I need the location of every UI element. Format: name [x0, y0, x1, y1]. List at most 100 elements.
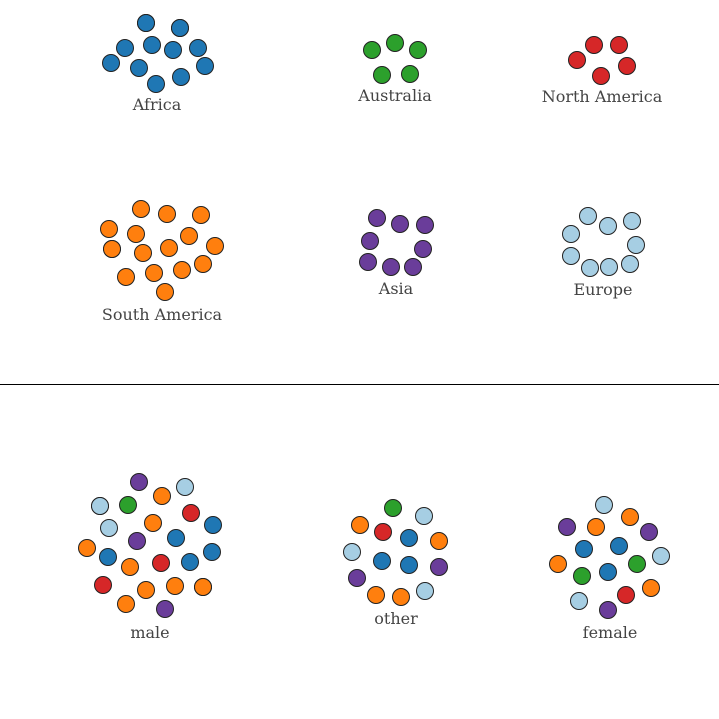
dot-north-america: [592, 67, 610, 85]
dot-africa: [373, 552, 391, 570]
dot-africa: [189, 39, 207, 57]
cluster-label: Asia: [378, 279, 414, 298]
dot-europe: [176, 478, 194, 496]
top-cluster-africa: Africa: [102, 14, 214, 114]
dot-europe: [570, 592, 588, 610]
dot-south-america: [117, 595, 135, 613]
dot-asia: [382, 258, 400, 276]
dot-asia: [128, 532, 146, 550]
dot-australia: [628, 555, 646, 573]
dot-africa: [400, 529, 418, 547]
dot-asia: [361, 232, 379, 250]
dot-north-america: [94, 576, 112, 594]
cluster-label: Australia: [357, 86, 432, 105]
dot-south-america: [134, 244, 152, 262]
dot-south-america: [392, 588, 410, 606]
dot-north-america: [617, 586, 635, 604]
top-cluster-europe: Europe: [562, 207, 645, 299]
dot-north-america: [618, 57, 636, 75]
dot-asia: [414, 240, 432, 258]
dot-south-america: [117, 268, 135, 286]
dot-africa: [171, 19, 189, 37]
dot-europe: [599, 217, 617, 235]
dot-asia: [130, 473, 148, 491]
dot-europe: [627, 236, 645, 254]
dot-asia: [416, 216, 434, 234]
dot-europe: [562, 225, 580, 243]
dot-europe: [600, 258, 618, 276]
dot-asia: [368, 209, 386, 227]
dot-africa: [204, 516, 222, 534]
dot-africa: [137, 14, 155, 32]
dot-europe: [100, 519, 118, 537]
dot-africa: [599, 563, 617, 581]
cluster-label: South America: [102, 305, 223, 324]
dot-south-america: [100, 220, 118, 238]
dot-africa: [116, 39, 134, 57]
dot-south-america: [587, 518, 605, 536]
dot-north-america: [182, 504, 200, 522]
dot-north-america: [585, 36, 603, 54]
dot-africa: [130, 59, 148, 77]
dot-africa: [400, 556, 418, 574]
dot-south-america: [642, 579, 660, 597]
dot-europe: [579, 207, 597, 225]
dot-south-america: [192, 206, 210, 224]
dot-europe: [415, 507, 433, 525]
cluster-label: female: [583, 623, 638, 642]
dot-north-america: [374, 523, 392, 541]
dot-europe: [623, 212, 641, 230]
dot-south-america: [158, 205, 176, 223]
dot-south-america: [166, 577, 184, 595]
cluster-label: other: [374, 609, 418, 628]
dot-africa: [181, 553, 199, 571]
top-cluster-north-america: North America: [542, 36, 663, 106]
bottom-cluster-female: female: [549, 496, 670, 642]
dot-africa: [172, 68, 190, 86]
dot-north-america: [152, 554, 170, 572]
dot-asia: [558, 518, 576, 536]
dot-australia: [573, 567, 591, 585]
dot-asia: [156, 600, 174, 618]
dot-europe: [595, 496, 613, 514]
dot-south-america: [156, 283, 174, 301]
dot-north-america: [568, 51, 586, 69]
dot-australia: [401, 65, 419, 83]
dot-asia: [404, 258, 422, 276]
dot-africa: [164, 41, 182, 59]
dot-australia: [363, 41, 381, 59]
dot-south-america: [173, 261, 191, 279]
dot-south-america: [127, 225, 145, 243]
dot-asia: [599, 601, 617, 619]
dot-asia: [640, 523, 658, 541]
dot-europe: [416, 582, 434, 600]
dot-asia: [348, 569, 366, 587]
cluster-label: male: [130, 623, 169, 642]
top-cluster-asia: Asia: [359, 209, 434, 298]
dot-africa: [196, 57, 214, 75]
dot-south-america: [351, 516, 369, 534]
cluster-label: Africa: [132, 95, 182, 114]
top-cluster-australia: Australia: [357, 34, 432, 105]
dot-south-america: [137, 581, 155, 599]
cluster-label: North America: [542, 87, 663, 106]
dot-south-america: [103, 240, 121, 258]
dot-south-america: [194, 255, 212, 273]
bottom-cluster-male: male: [78, 473, 222, 642]
dot-europe: [562, 247, 580, 265]
dot-africa: [203, 543, 221, 561]
dot-south-america: [153, 487, 171, 505]
dot-south-america: [367, 586, 385, 604]
dot-europe: [652, 547, 670, 565]
gender-clusters: male other female: [78, 473, 670, 642]
top-cluster-south-america: South America: [100, 200, 224, 324]
dot-africa: [99, 548, 117, 566]
dot-south-america: [194, 578, 212, 596]
dot-africa: [102, 54, 120, 72]
dot-south-america: [430, 532, 448, 550]
dot-south-america: [180, 227, 198, 245]
dot-europe: [343, 543, 361, 561]
dot-europe: [581, 259, 599, 277]
dot-asia: [359, 253, 377, 271]
